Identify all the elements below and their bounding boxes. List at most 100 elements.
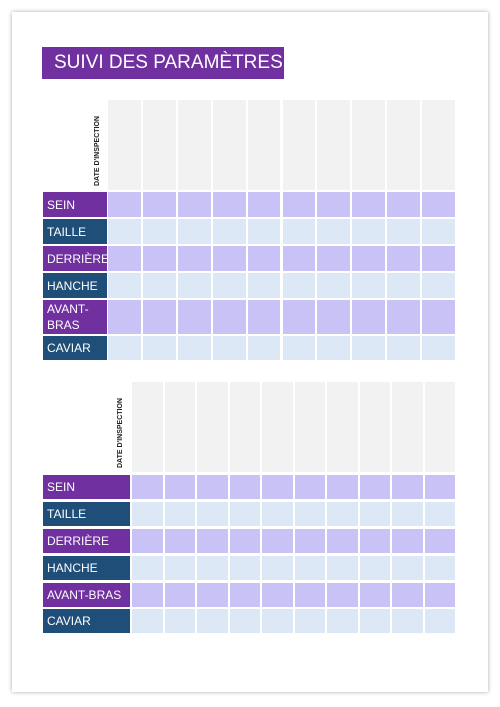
row-label: DERRIÈRE [43,529,130,553]
cell [262,583,293,607]
cell [317,336,351,360]
row-label: SEIN [43,475,130,499]
cell [164,609,195,633]
cell [327,475,358,499]
cell [247,219,281,244]
cell [108,246,141,271]
cell [132,556,163,580]
row-label: SEIN [43,192,107,217]
date-cell [247,100,281,190]
cell [229,475,260,499]
cell [424,609,455,633]
cell [108,192,141,217]
cell [327,556,358,580]
cell [282,246,316,271]
cell [197,475,228,499]
cell [294,556,325,580]
cell [197,583,228,607]
cell [282,192,316,217]
cell [392,475,423,499]
cell [212,273,246,298]
date-cell [142,100,176,190]
cell [392,609,423,633]
cell [317,246,351,271]
cell [177,219,211,244]
cell [327,529,358,553]
row-label: AVANT-BRAS [43,300,107,334]
date-label: DATE D'INSPECTION [117,398,124,468]
cell [262,475,293,499]
row-label: HANCHE [43,273,107,298]
cell [164,475,195,499]
date-cell [327,382,358,472]
cell [424,556,455,580]
cell [142,300,176,334]
date-cell [108,100,141,190]
cell [352,246,386,271]
cell [359,556,390,580]
row-label: AVANT-BRAS [43,583,130,607]
cell [424,502,455,526]
cell [422,336,455,360]
cell [177,300,211,334]
cell [294,475,325,499]
cell [424,475,455,499]
cell [359,475,390,499]
cell [108,273,141,298]
cell [282,336,316,360]
cell [177,246,211,271]
cell [262,556,293,580]
cell [262,529,293,553]
cell [132,475,163,499]
cell [387,300,421,334]
date-cell [132,382,163,472]
cell [164,529,195,553]
cell [422,300,455,334]
title: SUIVI DES PARAMÈTRES [42,47,284,79]
cell [164,556,195,580]
cell [108,336,141,360]
cell [229,502,260,526]
cell [262,609,293,633]
cell [359,583,390,607]
date-cell [392,382,423,472]
date-cell [294,382,325,472]
date-cell [212,100,246,190]
cell [212,219,246,244]
date-cell [359,382,390,472]
cell [212,246,246,271]
cell [177,336,211,360]
cell [177,192,211,217]
cell [327,502,358,526]
cell [108,219,141,244]
row-label: TAILLE [43,502,130,526]
cell [294,583,325,607]
cell [247,246,281,271]
cell [327,609,358,633]
cell [229,609,260,633]
cell [352,300,386,334]
cell [317,219,351,244]
date-cell [422,100,455,190]
cell [327,583,358,607]
cell [359,529,390,553]
date-cell [317,100,351,190]
cell [247,192,281,217]
row-label: DERRIÈRE [43,246,109,271]
cell [212,300,246,334]
cell [142,192,176,217]
cell [132,583,163,607]
cell [164,502,195,526]
cell [197,556,228,580]
cell [247,273,281,298]
date-cell [387,100,421,190]
date-cell [197,382,228,472]
row-label: CAVIAR [43,336,107,360]
cell [352,273,386,298]
date-cell [262,382,293,472]
cell [247,336,281,360]
cell [197,529,228,553]
cell [422,219,455,244]
cell [424,529,455,553]
cell [387,192,421,217]
